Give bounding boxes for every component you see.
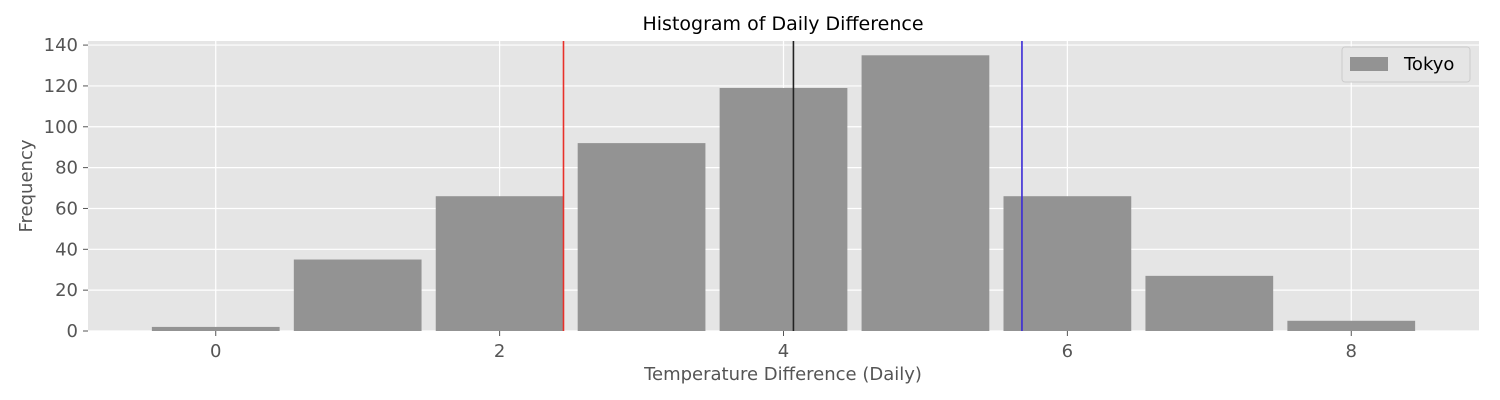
- x-tick-label: 4: [778, 341, 789, 362]
- y-tick-label: 100: [44, 117, 78, 138]
- y-axis-label: Frequency: [16, 139, 37, 232]
- x-tick-label: 6: [1062, 341, 1073, 362]
- bar: [861, 55, 990, 331]
- y-tick-label: 20: [55, 280, 78, 301]
- x-axis-label: Temperature Difference (Daily): [643, 364, 922, 385]
- bar: [1287, 320, 1416, 331]
- y-tick-label: 0: [67, 321, 78, 342]
- bar: [435, 196, 564, 331]
- bar: [719, 87, 848, 331]
- y-tick-label: 120: [44, 76, 78, 97]
- bars: [151, 55, 1416, 331]
- bar: [293, 259, 422, 331]
- y-tick-label: 80: [55, 158, 78, 179]
- x-tick-label: 8: [1346, 341, 1357, 362]
- y-ticks: 0 20 40 60 80 100 120 140: [44, 35, 88, 342]
- x-tick-label: 0: [210, 341, 221, 362]
- y-tick-label: 40: [55, 239, 78, 260]
- legend: Tokyo: [1341, 46, 1471, 83]
- bar: [577, 143, 706, 331]
- bar: [151, 326, 280, 331]
- x-tick-label: 2: [494, 341, 505, 362]
- y-tick-label: 140: [44, 35, 78, 56]
- x-ticks: 0 2 4 6 8: [210, 331, 1357, 362]
- bar: [1003, 196, 1132, 331]
- bar: [1145, 275, 1274, 331]
- legend-swatch: [1350, 57, 1388, 71]
- legend-label: Tokyo: [1403, 54, 1454, 75]
- vertical-lines: [562, 41, 1023, 331]
- chart-title: Histogram of Daily Difference: [642, 13, 923, 35]
- legend-box: [1341, 46, 1471, 83]
- y-tick-label: 60: [55, 198, 78, 219]
